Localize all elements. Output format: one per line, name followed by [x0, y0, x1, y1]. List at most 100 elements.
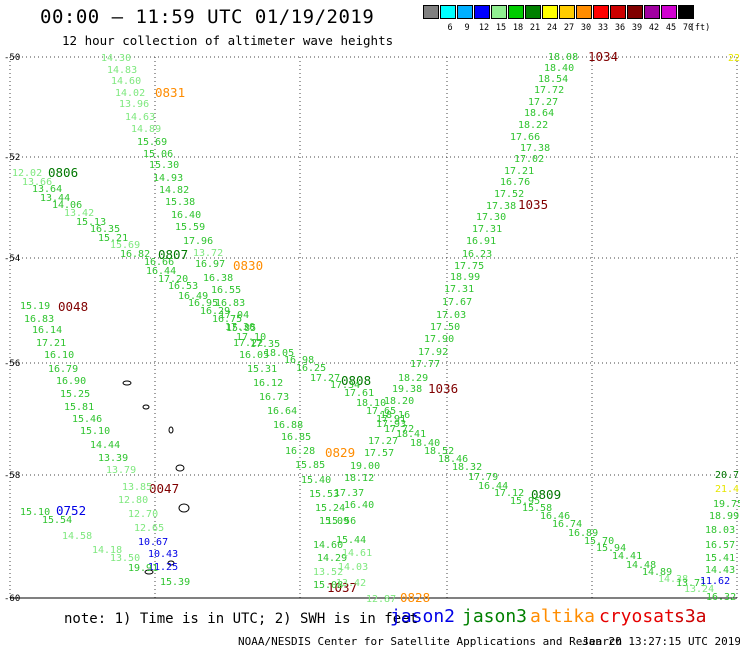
- wave-height-label: 15.46: [72, 414, 102, 425]
- wave-height-label: 16.74: [552, 519, 582, 530]
- legend-cryosat: cryosat: [599, 606, 675, 627]
- wave-height-label: 16.23: [462, 249, 492, 260]
- wave-height-label: 17.66: [510, 132, 540, 143]
- wave-height-label: 17.10: [236, 332, 266, 343]
- wave-height-label: 17.03: [436, 310, 466, 321]
- wave-height-label: 14.60: [111, 76, 141, 87]
- wave-height-label: 15.30: [149, 160, 179, 171]
- wave-height-label: 13.72: [193, 248, 223, 259]
- wave-height-label: 15.58: [522, 503, 552, 514]
- wave-height-label: 17.72: [534, 85, 564, 96]
- wave-height-label: 16.44: [146, 266, 176, 277]
- wave-height-label: 19.75: [713, 499, 740, 510]
- pass-time-label: 0048: [58, 299, 88, 314]
- colorbar-swatch: [440, 5, 456, 19]
- wave-height-label: 15.54: [42, 515, 72, 526]
- wave-height-label: 15.09: [319, 516, 349, 527]
- wave-height-label: 17.34: [330, 380, 360, 391]
- wave-height-label: 16.97: [195, 259, 225, 270]
- wave-height-label: 17.93: [376, 419, 406, 430]
- wave-height-label: 17.38: [520, 143, 550, 154]
- legend-altika: altika: [530, 606, 596, 627]
- wave-height-label: 14.63: [125, 112, 155, 123]
- wave-height-label: 13.64: [32, 184, 62, 195]
- pass-time-label: 0828: [400, 590, 430, 605]
- wave-height-label: 13.39: [98, 453, 128, 464]
- wave-height-label: 18.10: [356, 398, 386, 409]
- colorbar-swatch: [644, 5, 660, 19]
- colorbar-swatch: [678, 5, 694, 19]
- colorbar-swatch: [457, 5, 473, 19]
- wave-height-label: 16.83: [24, 314, 54, 325]
- colorbar-swatch: [423, 5, 439, 19]
- wave-height-label: 17.67: [442, 297, 472, 308]
- wave-height-label: 17.61: [344, 388, 374, 399]
- wave-height-label: 16.29: [200, 306, 230, 317]
- wave-height-label: 14.58: [62, 531, 92, 542]
- wave-height-label: 14.03: [338, 562, 368, 573]
- pass-time-label: 0830: [233, 258, 263, 273]
- wave-height-label: 16.10: [44, 350, 74, 361]
- wave-height-label: 16.38: [203, 273, 233, 284]
- wave-height-label: 15.31: [247, 364, 277, 375]
- wave-height-label: 16.98: [284, 355, 314, 366]
- wave-height-label: 15.10: [80, 426, 110, 437]
- wave-height-label: 16.40: [171, 210, 201, 221]
- wave-height-label: 11.62: [700, 576, 730, 587]
- wave-height-label: 14.60: [313, 540, 343, 551]
- wave-height-label: 20.71: [715, 470, 740, 481]
- wave-height-label: 13.66: [22, 177, 52, 188]
- wave-height-label: 18.64: [524, 108, 554, 119]
- wave-height-label: 15.41: [705, 553, 735, 564]
- wave-height-label: 15.70: [584, 536, 614, 547]
- wave-height-label: 18.22: [518, 120, 548, 131]
- wave-height-label: 16.90: [56, 376, 86, 387]
- colorbar-swatch: [559, 5, 575, 19]
- wave-height-label: 13.52: [313, 567, 343, 578]
- wave-height-label: 19.00: [350, 461, 380, 472]
- island-outline: [168, 426, 174, 434]
- wave-height-label: 15.38: [165, 197, 195, 208]
- wave-height-label: 16.95: [188, 298, 218, 309]
- wave-height-label: 17.20: [158, 274, 188, 285]
- wave-height-label: 13.79: [106, 465, 136, 476]
- wave-height-label: 11.25: [148, 562, 178, 573]
- wave-height-label: 14.89: [642, 567, 672, 578]
- wave-height-label: 14.44: [90, 440, 120, 451]
- wave-height-label: 17.38: [486, 201, 516, 212]
- pass-time-label: 0752: [56, 503, 86, 518]
- wave-height-label: 16.75: [212, 314, 242, 325]
- wave-height-label: 12.70: [128, 509, 158, 520]
- wave-height-label: 16.73: [259, 392, 289, 403]
- axis-labels: -50-52-54-56-58-60-30-27-24-21-18-15: [4, 53, 20, 604]
- page-subtitle: 12 hour collection of altimeter wave hei…: [62, 33, 394, 48]
- colorbar-swatch: [542, 5, 558, 19]
- wave-height-label: 19.38: [392, 384, 422, 395]
- wave-height-label: 18.05: [264, 348, 294, 359]
- colorbar-label: 30: [580, 23, 592, 33]
- pass-time-label: 0808: [341, 373, 371, 388]
- wave-height-label: 14.29: [317, 553, 347, 564]
- wave-height-label: 13.44: [40, 193, 70, 204]
- page-title: 00:00 – 11:59 UTC 01/19/2019: [40, 6, 375, 28]
- colorbar-swatch: [610, 5, 626, 19]
- wave-height-label: 15.94: [596, 543, 626, 554]
- wave-height-label: 14.93: [153, 173, 183, 184]
- generated-timestamp: Jan 20 13:27:15 UTC 2019: [582, 635, 740, 648]
- wave-height-label: 13.85: [122, 482, 152, 493]
- wave-height-label: 16.12: [253, 378, 283, 389]
- wave-height-label: 17.31: [444, 284, 474, 295]
- wave-height-label: 18.99: [709, 511, 739, 522]
- colorbar-swatch: [491, 5, 507, 19]
- colorbar-swatch: [593, 5, 609, 19]
- wave-height-label: 16.55: [211, 285, 241, 296]
- wave-height-label: 16.76: [500, 177, 530, 188]
- wave-height-label: 17.30: [225, 322, 255, 333]
- wave-height-label: 13.42: [336, 578, 366, 589]
- wave-height-label: 15.44: [336, 535, 366, 546]
- legend-jason3: jason3: [462, 606, 528, 627]
- latitude-label: -52: [4, 153, 20, 163]
- wave-height-label: 10.67: [138, 537, 168, 548]
- wave-height-label: 16.40: [344, 500, 374, 511]
- wave-height-label: 14.48: [626, 560, 656, 571]
